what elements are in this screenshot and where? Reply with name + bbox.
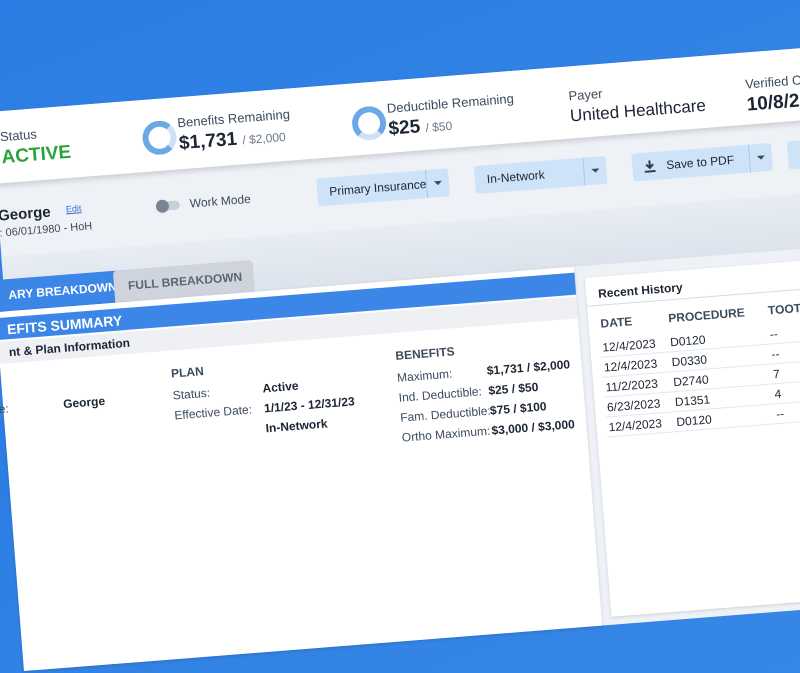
download-icon — [644, 160, 656, 173]
work-mode-label: Work Mode — [189, 191, 252, 211]
column-heading: PLAN — [170, 364, 205, 381]
payer-label: Payer — [567, 85, 603, 104]
more-button[interactable] — [786, 136, 800, 170]
patient-name: George — [0, 203, 52, 225]
history-cell: -- — [770, 346, 780, 362]
save-pdf-button[interactable]: Save to PDF — [631, 142, 774, 182]
app: Status ACTIVE Benefits Remaining $1,731 … — [0, 36, 800, 672]
history-cell: D0120 — [675, 412, 713, 430]
edit-link[interactable]: Edit — [65, 203, 82, 215]
history-cell: D0330 — [671, 352, 708, 370]
insurance-dropdown[interactable]: Primary Insurance — [316, 168, 451, 207]
history-cell: -- — [775, 406, 785, 422]
history-cell: D0120 — [669, 332, 706, 350]
dropdown-arrow — [747, 142, 774, 173]
history-cell: 7 — [772, 366, 781, 382]
history-cell: D1351 — [674, 392, 711, 410]
field-label: Status: — [172, 385, 211, 403]
benefits-amount: $1,731 — [178, 128, 238, 155]
history-header: DATE — [599, 314, 633, 331]
field-value: Active — [261, 378, 300, 396]
history-cell: -- — [769, 326, 779, 342]
benefits-total: / $2,000 — [241, 129, 287, 148]
deductible-total: / $50 — [425, 118, 453, 135]
dropdown-arrow — [582, 155, 608, 186]
history-cell: 4 — [774, 386, 782, 402]
dropdown-arrow — [424, 168, 451, 198]
toggle-knob — [155, 199, 170, 214]
network-dropdown[interactable]: In-Network — [473, 155, 608, 195]
page: Status ACTIVE Benefits Remaining $1,731 … — [0, 0, 800, 419]
save-pdf-text: Save to PDF — [665, 152, 735, 173]
verified-value: 10/8/202 — [745, 88, 800, 116]
work-mode-toggle[interactable] — [155, 199, 181, 214]
network-text: In-Network — [486, 167, 546, 187]
deductible-amount: $25 — [387, 116, 422, 140]
insurance-text: Primary Insurance — [328, 177, 427, 199]
history-cell: D2740 — [672, 372, 710, 390]
status-label: Status — [0, 126, 38, 145]
history-header: TOOTH/ — [767, 300, 800, 318]
